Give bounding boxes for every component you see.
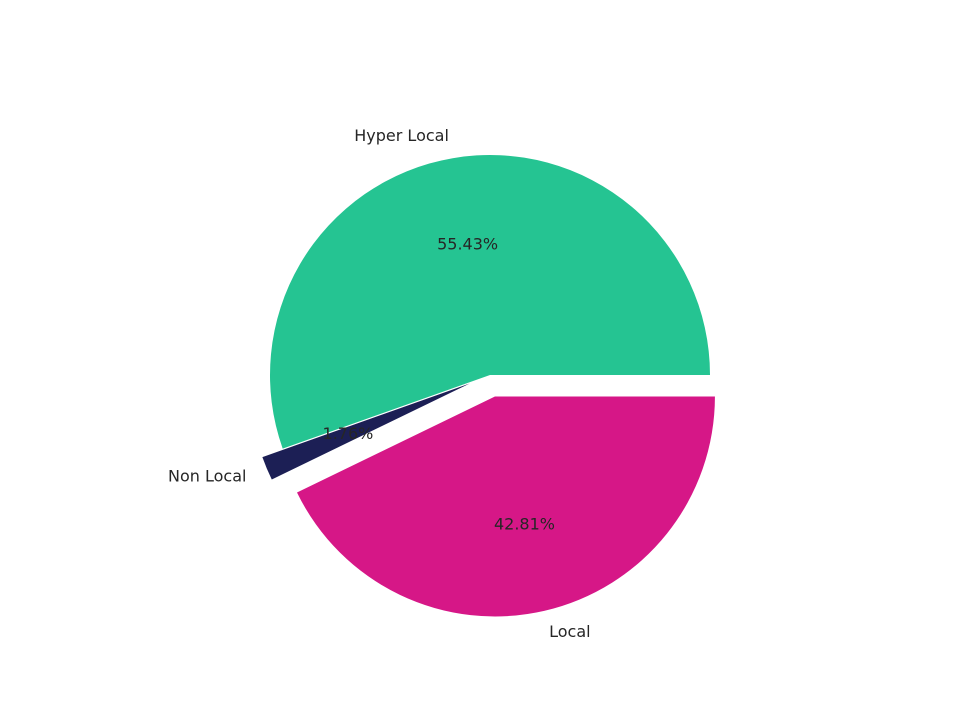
labels-layer: Hyper Local 55.43% Non Local 1.76% Local 42.8… — [168, 126, 591, 641]
slice-percent-local: 42.81% — [494, 515, 555, 534]
slice-label-non-local: Non Local — [168, 466, 246, 485]
pie-slice-local — [296, 396, 715, 617]
slice-label-local: Local — [549, 622, 590, 641]
slices-layer — [262, 154, 715, 617]
pie-slice-hyper-local — [269, 154, 710, 449]
slice-percent-non-local: 1.76% — [323, 424, 374, 443]
slice-label-hyper-local: Hyper Local — [354, 126, 449, 145]
pie-slice-non-local — [262, 383, 470, 480]
slice-percent-hyper-local: 55.43% — [437, 234, 498, 253]
